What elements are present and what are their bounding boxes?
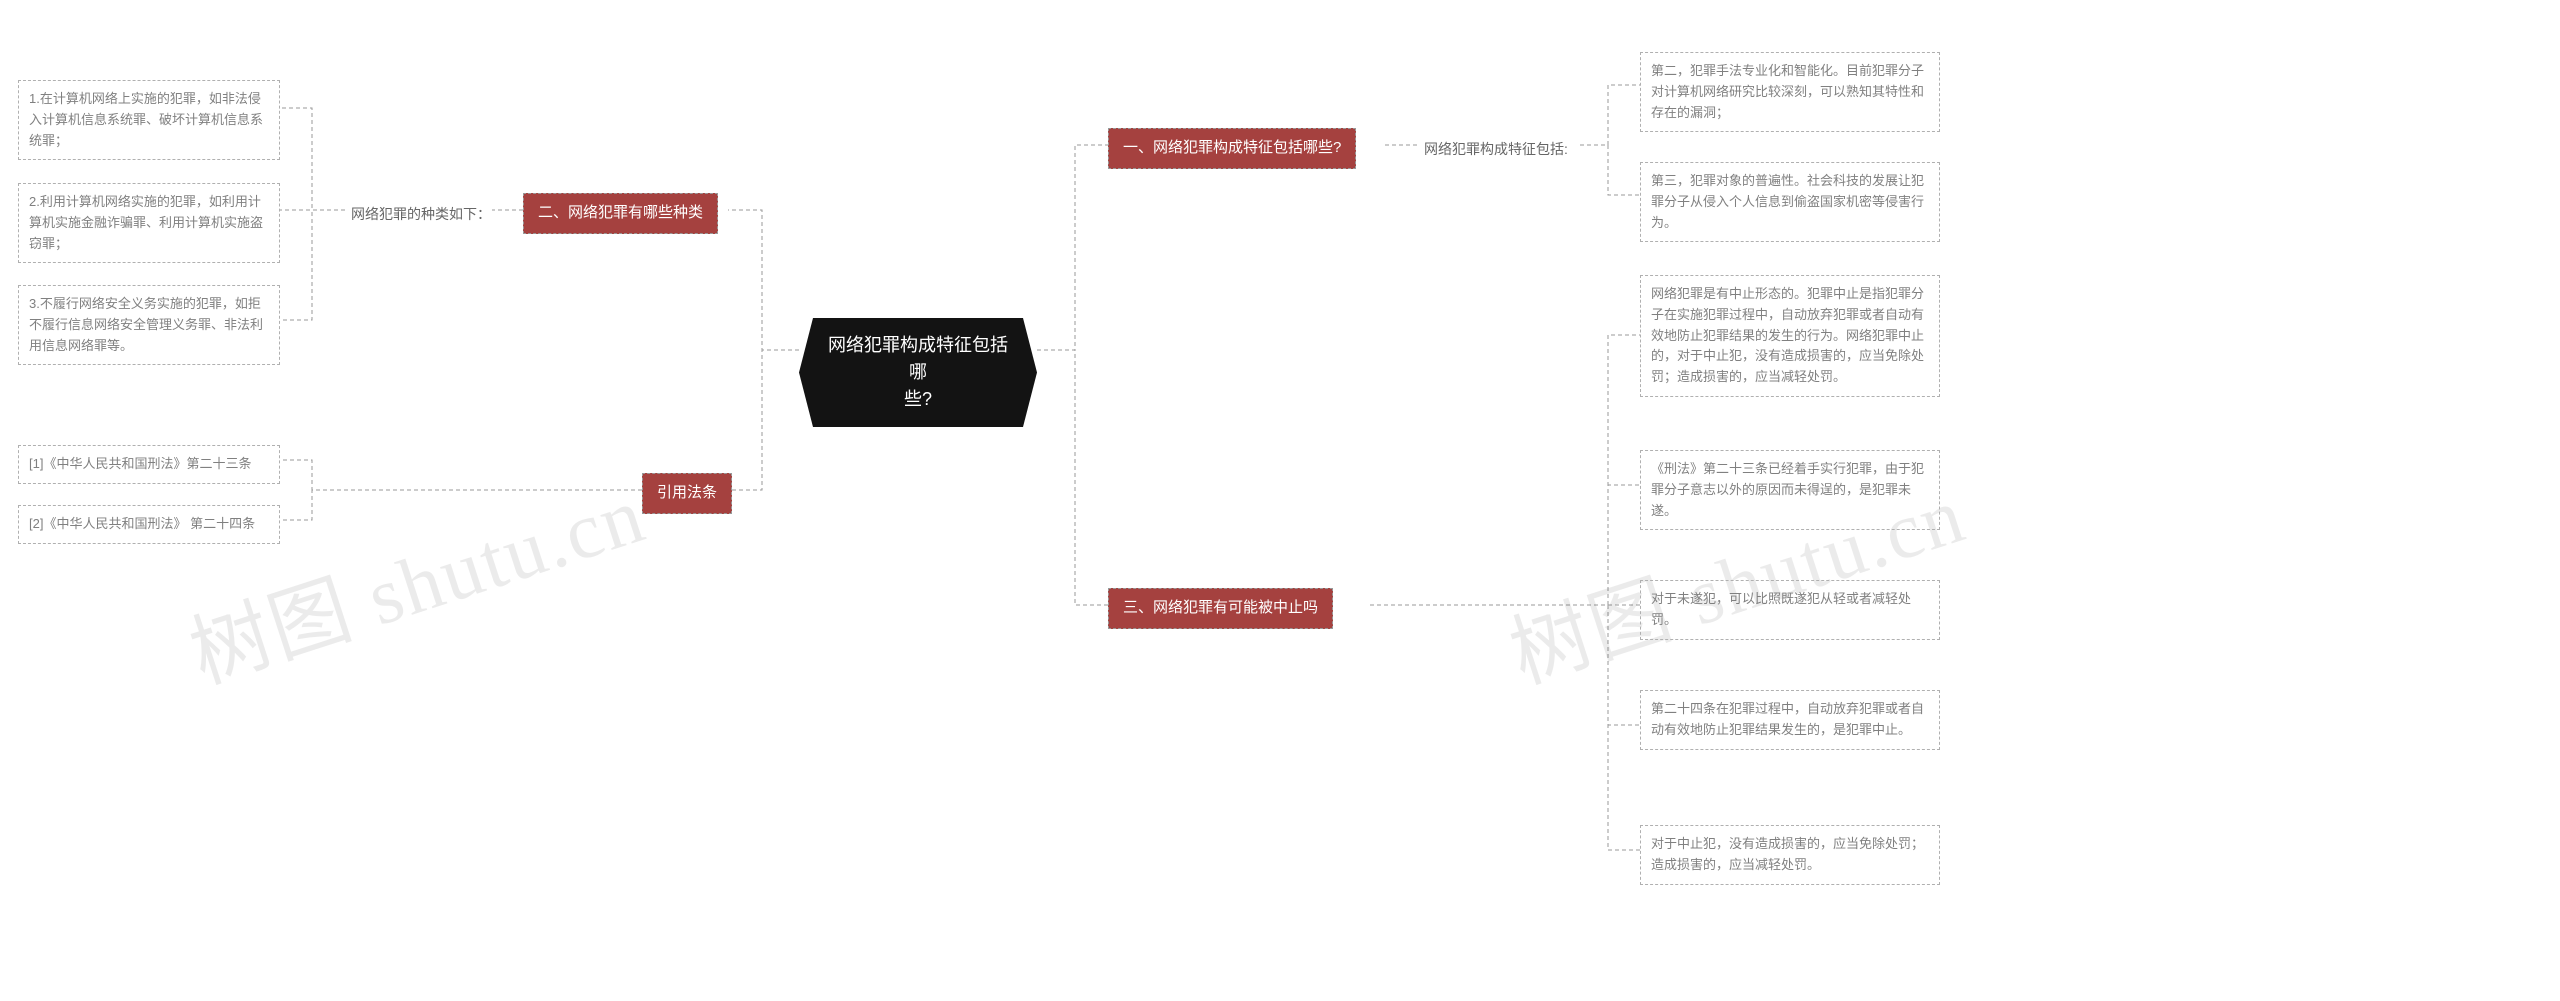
b3-leaf-0: 网络犯罪是有中止形态的。犯罪中止是指犯罪分子在实施犯罪过程中，自动放弃犯罪或者自… xyxy=(1640,275,1940,397)
root-line1: 网络犯罪构成特征包括哪 xyxy=(828,335,1008,382)
branch-4-label: 引用法条 xyxy=(657,484,717,501)
branch-2-mid: 网络犯罪的种类如下： xyxy=(345,200,497,229)
b1-leaf-1: 第三，犯罪对象的普遍性。社会科技的发展让犯罪分子从侵入个人信息到偷盗国家机密等侵… xyxy=(1640,162,1940,242)
branch-4: 引用法条 xyxy=(642,473,732,514)
b2-leaf-0: 1.在计算机网络上实施的犯罪，如非法侵入计算机信息系统罪、破坏计算机信息系统罪； xyxy=(18,80,280,160)
branch-3-label: 三、网络犯罪有可能被中止吗 xyxy=(1123,599,1318,616)
branch-2-label: 二、网络犯罪有哪些种类 xyxy=(538,204,703,221)
b3-leaf-2: 对于未遂犯，可以比照既遂犯从轻或者减轻处罚。 xyxy=(1640,580,1940,640)
b4-leaf-0: [1]《中华人民共和国刑法》第二十三条 xyxy=(18,445,280,484)
branch-2: 二、网络犯罪有哪些种类 xyxy=(523,193,718,234)
branch-1: 一、网络犯罪构成特征包括哪些? xyxy=(1108,128,1356,169)
root-node: 网络犯罪构成特征包括哪 些? xyxy=(799,318,1037,427)
branch-3: 三、网络犯罪有可能被中止吗 xyxy=(1108,588,1333,629)
branch-1-mid: 网络犯罪构成特征包括: xyxy=(1418,135,1574,164)
b2-leaf-2: 3.不履行网络安全义务实施的犯罪，如拒不履行信息网络安全管理义务罪、非法利用信息… xyxy=(18,285,280,365)
watermark-1: 树图 shutu.cn xyxy=(174,450,658,706)
b1-leaf-0: 第二，犯罪手法专业化和智能化。目前犯罪分子对计算机网络研究比较深刻，可以熟知其特… xyxy=(1640,52,1940,132)
b3-leaf-3: 第二十四条在犯罪过程中，自动放弃犯罪或者自动有效地防止犯罪结果发生的，是犯罪中止… xyxy=(1640,690,1940,750)
b4-leaf-1: [2]《中华人民共和国刑法》 第二十四条 xyxy=(18,505,280,544)
b2-leaf-1: 2.利用计算机网络实施的犯罪，如利用计算机实施金融诈骗罪、利用计算机实施盗窃罪； xyxy=(18,183,280,263)
b3-leaf-4: 对于中止犯，没有造成损害的，应当免除处罚；造成损害的，应当减轻处罚。 xyxy=(1640,825,1940,885)
root-line2: 些? xyxy=(904,389,932,409)
branch-1-label: 一、网络犯罪构成特征包括哪些? xyxy=(1123,139,1341,156)
b3-leaf-1: 《刑法》第二十三条已经着手实行犯罪，由于犯罪分子意志以外的原因而未得逞的，是犯罪… xyxy=(1640,450,1940,530)
